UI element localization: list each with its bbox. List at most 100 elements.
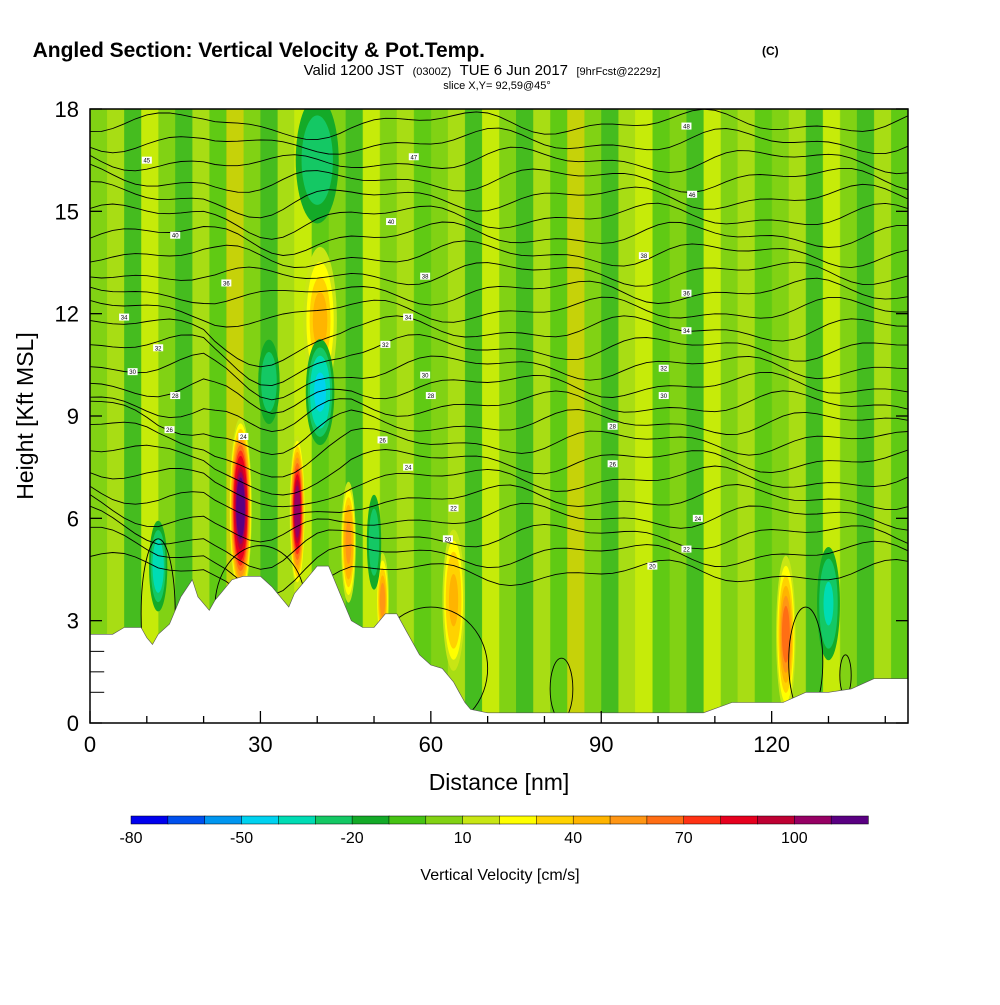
theta-contour	[90, 202, 908, 240]
theta-contour	[90, 277, 908, 306]
chart-title-units: (C)	[762, 44, 779, 58]
colorbar-tick-label: -20	[341, 830, 364, 847]
contour-label-text: 48	[683, 125, 690, 131]
theta-contour	[90, 352, 908, 401]
velocity-band	[686, 109, 704, 723]
velocity-band	[328, 109, 347, 723]
contour-label-text: 20	[445, 537, 452, 543]
theta-contour	[90, 109, 908, 141]
velocity-band	[584, 109, 602, 723]
contour-label: 20	[647, 562, 658, 571]
downdraft-cell	[314, 372, 326, 412]
theta-contour	[90, 315, 908, 368]
velocity-band	[635, 109, 653, 723]
terrain-outline	[90, 565, 908, 714]
contour-label-text: 26	[166, 428, 173, 434]
contour-label-text: 28	[609, 425, 616, 431]
subtitle-utc: (0300Z)	[413, 66, 452, 78]
contour-label: 24	[692, 514, 703, 523]
contour-label: 28	[607, 422, 618, 431]
subtitle-date: TUE 6 Jun 2017	[460, 62, 568, 79]
updraft-cell	[448, 574, 459, 627]
theta-contour	[90, 400, 908, 456]
contour-label-text: 45	[143, 159, 150, 165]
velocity-band	[754, 109, 773, 723]
colorbar-swatch	[536, 815, 574, 825]
x-tick-label: 120	[753, 732, 790, 757]
x-axis: 0 30 60 90 120	[84, 711, 886, 757]
velocity-band	[720, 109, 739, 723]
contour-label: 30	[420, 371, 431, 380]
downdraft-cell	[154, 548, 163, 584]
contour-label-text: 47	[410, 155, 417, 161]
contour-label: 34	[681, 327, 692, 335]
velocity-band	[413, 109, 432, 723]
y-tick-label: 0	[67, 711, 79, 736]
contour-label: 22	[448, 504, 459, 513]
colorbar-swatch	[794, 815, 832, 825]
y-tick-label: 3	[67, 609, 79, 634]
colorbar-swatch	[720, 815, 759, 825]
downdraft-cell	[823, 581, 834, 626]
theta-contour	[90, 261, 908, 287]
contour-label-text: 30	[660, 394, 667, 400]
terrain-mask	[90, 566, 908, 723]
contour-label: 26	[377, 436, 388, 444]
velocity-band	[737, 109, 756, 723]
contour-label-text: 24	[405, 466, 412, 472]
contour-label-text: 28	[427, 394, 434, 400]
contour-label: 28	[170, 392, 181, 400]
contour-label: 32	[380, 340, 391, 349]
contour-label-text: 40	[388, 220, 395, 226]
velocity-band	[516, 109, 534, 723]
contour-label-text: 28	[172, 394, 179, 400]
updraft-cell	[312, 292, 328, 349]
velocity-band	[550, 109, 568, 723]
downdraft-cell	[263, 364, 274, 400]
colorbar-tick-label: 100	[781, 830, 808, 847]
x-tick-label: 0	[84, 732, 96, 757]
y-tick-label: 9	[67, 404, 79, 429]
contour-label-text: 26	[379, 438, 386, 444]
colorbar-swatch	[315, 815, 353, 825]
updraft-cell	[781, 605, 790, 663]
theta-contour	[90, 221, 908, 256]
contour-label-text: 40	[172, 234, 179, 240]
contour-label-text: 22	[683, 548, 690, 554]
colorbar-tick-label: -80	[119, 830, 142, 847]
contour-label: 30	[658, 392, 669, 400]
colorbar-label: Vertical Velocity [cm/s]	[420, 867, 579, 884]
updraft-cell	[294, 485, 301, 538]
contour-label-text: 22	[450, 507, 457, 513]
theta-contour	[90, 421, 908, 478]
updraft-cell	[379, 582, 386, 618]
contour-label: 26	[164, 426, 175, 434]
contour-label: 32	[658, 364, 669, 373]
downdraft-cell	[307, 133, 328, 187]
velocity-band	[567, 109, 585, 723]
y-tick-label: 12	[55, 302, 79, 327]
contour-label-text: 34	[683, 329, 690, 335]
contour-label-text: 38	[641, 254, 648, 260]
contour-label-text: 32	[382, 343, 389, 349]
theta-contour	[90, 444, 908, 496]
x-tick-label: 60	[419, 732, 443, 757]
velocity-band	[499, 109, 517, 723]
colorbar-tick-label: 40	[564, 830, 582, 847]
velocity-band	[601, 109, 619, 723]
contour-label-text: 46	[689, 193, 696, 199]
contour-label-text: 36	[683, 292, 690, 298]
velocity-band	[209, 109, 227, 723]
contour-label: 34	[403, 313, 414, 322]
contour-label-text: 30	[129, 370, 136, 376]
velocity-band	[652, 109, 670, 723]
contour-label: 40	[386, 218, 397, 226]
contour-label-text: 24	[240, 435, 247, 441]
y-axis-label: Height [Kft MSL]	[12, 332, 38, 499]
contour-label: 32	[153, 344, 164, 352]
contour-label: 26	[607, 460, 618, 468]
velocity-band	[703, 109, 722, 723]
theta-contour	[90, 371, 908, 414]
